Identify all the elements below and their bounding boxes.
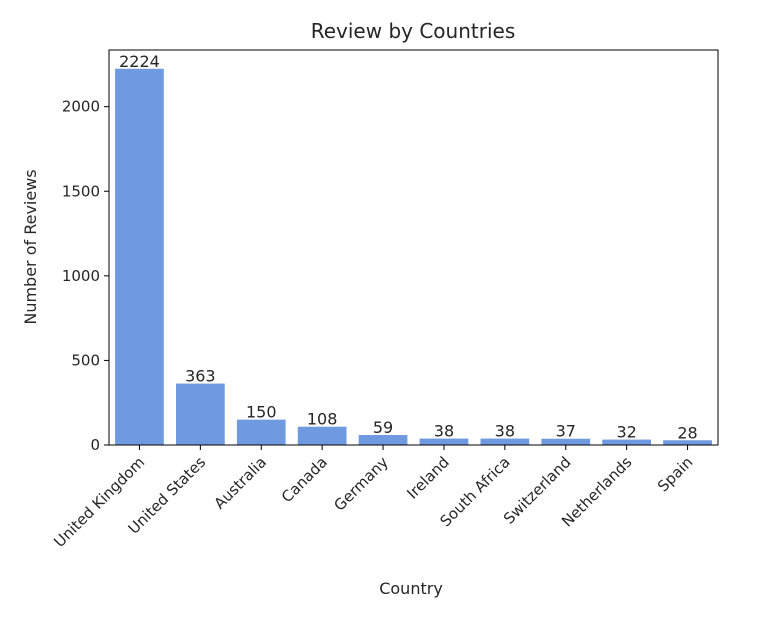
bar-switzerland: [541, 438, 591, 445]
x-tick-label: Australia: [210, 453, 270, 513]
bars-group: [115, 68, 712, 445]
plot-frame: [108, 49, 719, 446]
x-tick-label: United Kingdom: [50, 453, 148, 551]
data-label: 38: [434, 422, 454, 441]
data-label: 150: [246, 403, 277, 422]
data-label: 108: [307, 410, 338, 429]
bar-spain: [663, 440, 712, 445]
data-label: 363: [185, 367, 216, 386]
bar-united-states: [175, 383, 225, 445]
bar-south-africa: [480, 438, 530, 445]
y-axis-label: Number of Reviews: [21, 169, 40, 324]
bar-ireland: [419, 438, 469, 445]
data-label: 28: [677, 423, 697, 442]
data-label: 2224: [119, 52, 160, 71]
x-tick-label: Ireland: [403, 453, 452, 502]
y-tick-label: 2000: [62, 98, 100, 116]
data-labels-group: 2224 363 150 108 59 38 38 37 32 28: [119, 52, 698, 442]
bar-united-kingdom: [115, 68, 164, 445]
data-label: 37: [556, 422, 576, 441]
y-tick-label: 1500: [62, 182, 100, 200]
y-tick-label: 0: [90, 436, 100, 454]
y-tick-label: 500: [71, 351, 100, 369]
y-tick-label: 1000: [62, 267, 100, 285]
bar-australia: [236, 419, 286, 445]
x-tick-label: Spain: [654, 453, 696, 495]
data-label: 59: [373, 418, 393, 437]
chart-title: Review by Countries: [311, 19, 516, 43]
bar-canada: [297, 426, 347, 445]
data-label: 32: [616, 423, 636, 442]
bar-germany: [358, 435, 408, 445]
y-axis: 0 500 1000 1500 2000: [62, 98, 109, 454]
x-tick-label: Germany: [330, 453, 392, 515]
data-label: 38: [495, 422, 515, 441]
x-tick-label: Canada: [278, 453, 331, 506]
bar-netherlands: [602, 439, 652, 445]
x-axis-label: Country: [379, 579, 443, 598]
